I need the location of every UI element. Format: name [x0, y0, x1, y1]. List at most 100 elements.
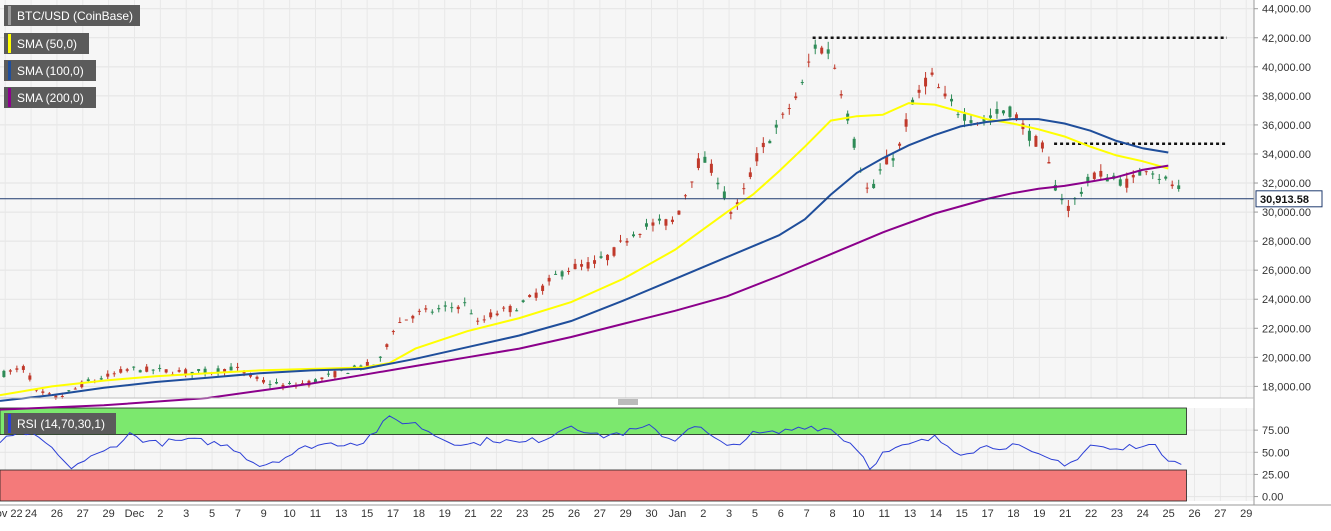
candle-body	[729, 212, 733, 214]
rsi-overbought-band	[0, 407, 1187, 435]
candle-body	[138, 370, 142, 373]
rsi-legend[interactable]: RSI (14,70,30,1)	[4, 413, 116, 434]
candle-body	[223, 369, 227, 373]
candle-body	[768, 140, 772, 144]
candle-body	[145, 366, 149, 372]
x-tick-label: 24	[25, 508, 37, 520]
candle-body	[1008, 106, 1012, 117]
sma50-legend[interactable]: SMA (50,0)	[4, 33, 89, 54]
candle-body	[898, 143, 902, 146]
candle-body	[404, 319, 408, 321]
x-tick-label: 23	[516, 508, 528, 520]
x-tick-label: 17	[982, 508, 994, 520]
x-tick-label: 13	[904, 508, 916, 520]
candle-body	[443, 305, 447, 307]
candle-body	[670, 219, 674, 222]
candle-body	[86, 379, 90, 381]
candle-body	[924, 77, 928, 87]
x-tick-label: 19	[439, 508, 451, 520]
candle-body	[262, 379, 266, 383]
candle-body	[885, 156, 889, 165]
candle-body	[287, 382, 291, 385]
candle-body	[411, 315, 415, 319]
candle-body	[125, 369, 129, 371]
candle-body	[606, 254, 610, 261]
candle-body	[300, 383, 304, 385]
sma100-legend[interactable]: SMA (100,0)	[4, 60, 96, 81]
candle-body	[748, 172, 752, 177]
candle-body	[787, 108, 791, 110]
candle-body	[34, 389, 38, 391]
x-tick-label: Jan	[669, 508, 687, 520]
candlestick-series	[2, 39, 1181, 400]
candle-body	[177, 370, 181, 372]
candle-body	[657, 218, 661, 221]
x-tick-label: 17	[387, 508, 399, 520]
candle-body	[820, 47, 824, 54]
candle-body	[541, 285, 545, 292]
candle-body	[1131, 174, 1135, 178]
candle-body	[930, 72, 934, 75]
candle-body	[696, 158, 700, 168]
rsi-tick-label: 0.00	[1262, 492, 1283, 504]
candle-body	[625, 240, 629, 243]
candle-body	[891, 158, 895, 161]
candle-body	[437, 308, 441, 310]
candle-body	[988, 115, 992, 118]
rsi-line	[0, 415, 1182, 471]
candle-body	[15, 368, 19, 370]
candle-body	[839, 94, 843, 96]
x-tick-label: 15	[956, 508, 968, 520]
candle-body	[937, 87, 941, 89]
x-tick-label: 25	[1163, 508, 1175, 520]
legend-swatch	[8, 88, 11, 107]
candle-body	[580, 264, 584, 267]
sma200-legend[interactable]: SMA (200,0)	[4, 87, 96, 108]
candle-body	[391, 331, 395, 333]
candle-body	[268, 384, 272, 386]
candle-body	[1170, 184, 1174, 187]
candle-body	[560, 271, 564, 277]
candle-body	[1151, 173, 1155, 175]
x-tick-label: Nov 22	[0, 508, 23, 520]
price-tick-label: 30,000.00	[1262, 207, 1311, 219]
sma-line	[0, 102, 1169, 397]
candle-body	[586, 262, 590, 269]
candle-body	[495, 313, 499, 316]
candle-body	[969, 120, 973, 123]
candle-body	[826, 49, 830, 54]
candle-body	[463, 302, 467, 304]
candle-body	[365, 361, 369, 366]
x-tick-label: 2	[157, 508, 163, 520]
x-tick-label: 10	[852, 508, 864, 520]
x-tick-label: 7	[804, 508, 810, 520]
last-price-label: 30,913.58	[1260, 194, 1309, 206]
candle-body	[651, 222, 655, 226]
x-tick-label: 26	[1188, 508, 1200, 520]
candle-body	[800, 82, 804, 84]
candle-body	[709, 163, 713, 173]
x-tick-label: 5	[752, 508, 758, 520]
rsi-tick-label: 50.00	[1262, 447, 1290, 459]
candle-body	[567, 270, 571, 272]
candle-body	[761, 142, 765, 148]
x-tick-label: 18	[413, 508, 425, 520]
price-tick-label: 20,000.00	[1262, 352, 1311, 364]
x-tick-label: 7	[235, 508, 241, 520]
x-tick-label: 19	[1033, 508, 1045, 520]
instrument-label: BTC/USD (CoinBase)	[17, 8, 134, 23]
candle-body	[1034, 136, 1038, 147]
candle-body	[735, 202, 739, 205]
candle-body	[683, 195, 687, 197]
candle-body	[534, 292, 538, 298]
candle-body	[1086, 176, 1090, 183]
candle-body	[573, 263, 577, 270]
price-tick-label: 26,000.00	[1262, 265, 1311, 277]
legend-swatch	[8, 6, 11, 25]
candle-body	[476, 320, 480, 322]
candle-body	[469, 313, 473, 315]
instrument-legend[interactable]: BTC/USD (CoinBase)	[4, 5, 140, 26]
x-tick-label: 11	[879, 508, 890, 520]
